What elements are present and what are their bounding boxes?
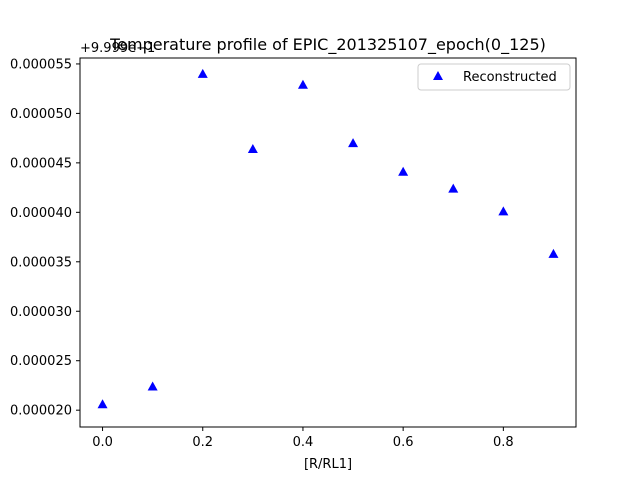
x-tick-label: 0.8 — [493, 435, 514, 450]
chart-title: Temperature profile of EPIC_201325107_ep… — [109, 35, 546, 55]
x-tick-label: 0.4 — [293, 435, 314, 450]
data-point-triangle — [247, 144, 258, 154]
y-tick-label: 0.000035 — [10, 255, 72, 270]
data-point-triangle — [197, 68, 208, 78]
data-point-triangle — [548, 248, 559, 258]
data-point-triangle — [348, 138, 359, 148]
x-axis-label: [R/RL1] — [304, 457, 352, 472]
y-tick-label: 0.000040 — [10, 206, 72, 221]
plot-frame — [79, 57, 577, 428]
data-point-triangle — [147, 381, 158, 391]
legend: Reconstructed — [417, 63, 571, 91]
x-tick-label: 0.6 — [393, 435, 414, 450]
legend-box — [417, 63, 571, 91]
data-point-triangle — [398, 166, 409, 176]
data-point-triangle — [448, 183, 459, 193]
y-tick-label: 0.000055 — [10, 57, 72, 72]
y-tick-label: 0.000050 — [10, 107, 72, 122]
legend-label: Reconstructed — [463, 70, 557, 85]
x-tick-label: 0.0 — [92, 435, 113, 450]
data-point-triangle — [297, 79, 308, 89]
y-tick-label: 0.000030 — [10, 305, 72, 320]
y-tick-label: 0.000025 — [10, 354, 72, 369]
data-point-triangle — [97, 399, 108, 409]
x-tick-label: 0.2 — [192, 435, 213, 450]
legend-triangle-marker — [433, 71, 443, 80]
data-point-triangle — [498, 206, 509, 216]
y-tick-label: 0.000045 — [10, 156, 72, 171]
y-tick-label: 0.000020 — [10, 404, 72, 419]
y-offset-label: +9.999e−1 — [80, 41, 155, 56]
